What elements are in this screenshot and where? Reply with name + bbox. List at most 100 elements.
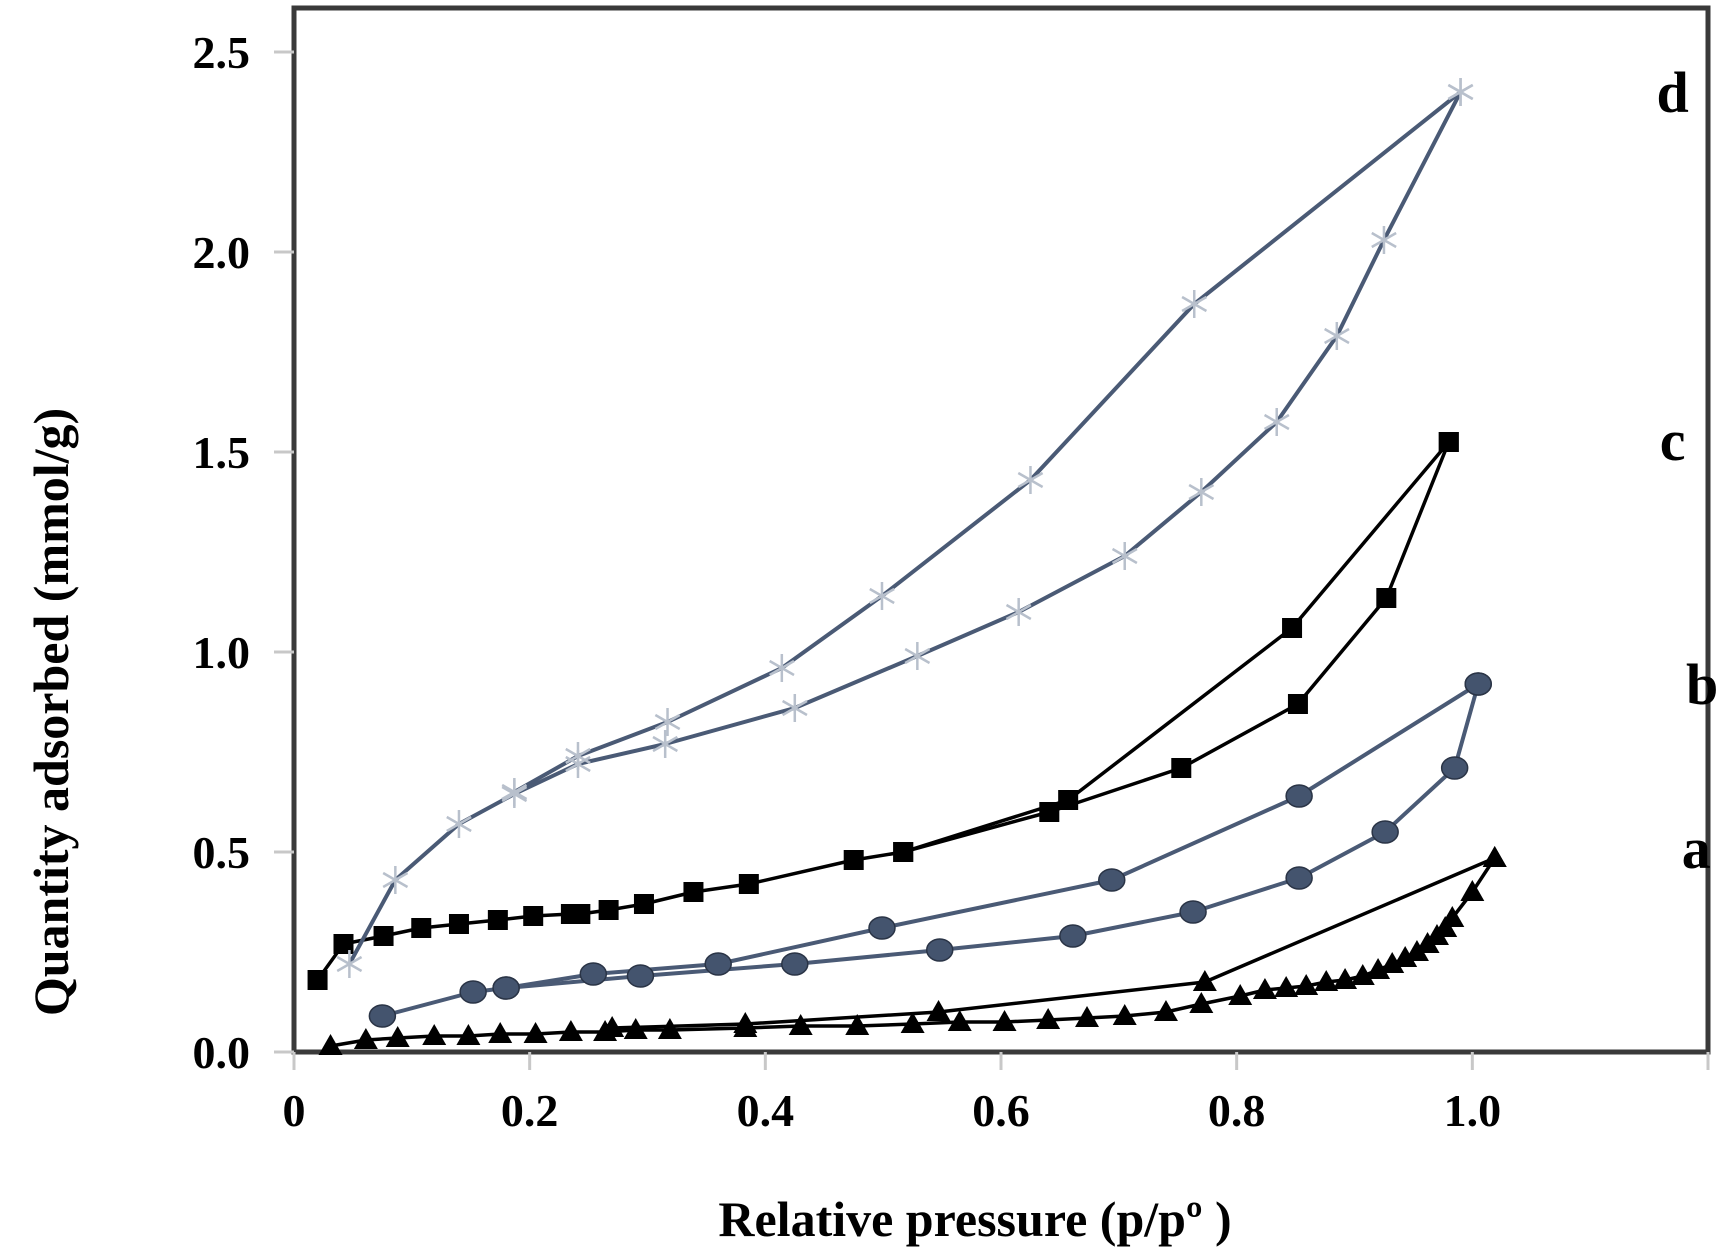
data-point-triangle xyxy=(1192,970,1217,991)
data-point-triangle xyxy=(422,1024,447,1045)
data-point-triangle xyxy=(845,1014,870,1035)
data-point-circle xyxy=(1098,868,1126,892)
data-point-triangle xyxy=(1333,968,1358,989)
data-point-triangle xyxy=(992,1010,1017,1031)
data-point-triangle xyxy=(523,1022,548,1043)
data-point-triangle xyxy=(385,1026,410,1047)
data-point-triangle xyxy=(1404,940,1429,961)
series-line-c-adsorption xyxy=(316,441,1451,982)
series-line-d-desorption xyxy=(513,90,1462,794)
data-point-triangle xyxy=(1482,846,1507,867)
data-point-square xyxy=(448,914,469,934)
data-point-circle xyxy=(579,962,608,986)
data-point-triangle xyxy=(488,1022,513,1043)
data-point-triangle xyxy=(353,1028,378,1049)
y-axis-title: Quantity adsorbed (mmol/g) xyxy=(23,408,79,1016)
y-tick-label: 1.0 xyxy=(193,627,251,678)
data-point-circle xyxy=(368,1004,397,1028)
x-axis-title: Relative pressure (p/pº ) xyxy=(718,1191,1231,1247)
data-point-triangle xyxy=(1440,906,1465,927)
data-point-triangle xyxy=(1314,970,1339,991)
data-point-asterisk xyxy=(565,742,591,770)
data-point-triangle xyxy=(788,1014,813,1035)
x-tick-label: 0.6 xyxy=(972,1085,1030,1136)
data-point-asterisk xyxy=(652,730,678,758)
data-point-asterisk xyxy=(336,950,363,978)
data-point-triangle xyxy=(456,1024,481,1045)
data-point-asterisk xyxy=(1324,322,1350,350)
data-point-triangle xyxy=(600,1016,625,1037)
series-a xyxy=(318,846,1507,1055)
data-point-circle xyxy=(492,976,520,1000)
data-point-triangle xyxy=(1274,976,1299,997)
data-point-circle xyxy=(459,980,487,1004)
series-line-b-adsorption xyxy=(381,683,1481,1018)
data-point-asterisk xyxy=(904,642,931,670)
x-tick-label: 0.8 xyxy=(1208,1085,1266,1136)
data-point-triangle xyxy=(1252,978,1277,999)
data-point-triangle xyxy=(1189,992,1214,1013)
data-point-circle xyxy=(925,938,954,962)
data-point-square xyxy=(683,882,704,902)
data-point-asterisk xyxy=(1447,78,1474,106)
data-point-asterisk xyxy=(1111,542,1138,570)
data-point-square xyxy=(1287,694,1308,714)
data-point-triangle xyxy=(947,1010,972,1031)
data-point-square xyxy=(487,910,508,930)
series-label-d: d xyxy=(1657,60,1689,125)
data-point-asterisk xyxy=(1181,290,1208,318)
data-point-asterisk xyxy=(1263,408,1290,436)
x-tick-label: 0 xyxy=(283,1085,306,1136)
data-point-circle xyxy=(1285,784,1313,808)
data-point-square xyxy=(843,850,864,870)
data-point-square xyxy=(1039,802,1060,822)
x-tick-label: 1.0 xyxy=(1444,1085,1502,1136)
series-label-c: c xyxy=(1660,408,1686,473)
data-point-square xyxy=(1376,588,1397,608)
data-point-triangle xyxy=(1228,984,1253,1005)
data-point-square xyxy=(738,874,759,894)
series-label-a: a xyxy=(1682,816,1711,881)
data-point-asterisk xyxy=(1188,478,1215,506)
data-point-circle xyxy=(1059,924,1087,948)
data-point-square xyxy=(1058,790,1079,810)
data-point-square xyxy=(373,926,394,946)
data-point-triangle xyxy=(318,1034,343,1055)
plot-frame xyxy=(291,5,1711,1055)
x-axis-ticks: 0 0.2 0.4 0.6 0.8 1.0 xyxy=(283,1052,1710,1136)
data-point-square xyxy=(1438,432,1459,452)
data-point-circle xyxy=(868,916,896,940)
y-tick-label: 0.5 xyxy=(193,827,251,878)
data-point-square xyxy=(333,934,354,954)
data-point-asterisk xyxy=(769,654,795,682)
data-point-triangle xyxy=(623,1018,648,1039)
data-point-triangle xyxy=(1366,958,1391,979)
data-point-circle xyxy=(1440,756,1469,780)
data-point-triangle xyxy=(1075,1006,1100,1027)
data-point-triangle xyxy=(733,1012,758,1033)
series-labels: a b c d xyxy=(1657,60,1719,881)
data-point-triangle xyxy=(1112,1004,1137,1025)
y-tick-label: 0.0 xyxy=(193,1027,251,1078)
data-point-square xyxy=(598,900,619,920)
data-point-square xyxy=(570,904,591,924)
series-d xyxy=(336,78,1474,978)
data-point-circle xyxy=(1179,900,1207,924)
data-point-triangle xyxy=(1036,1008,1061,1029)
data-point-triangle xyxy=(926,1000,951,1021)
data-point-asterisk xyxy=(1005,598,1032,626)
data-point-asterisk xyxy=(781,694,808,722)
data-point-triangle xyxy=(1153,1000,1178,1021)
data-point-triangle xyxy=(1393,946,1418,967)
data-point-asterisk xyxy=(446,810,472,838)
series-layer xyxy=(307,78,1507,1055)
series-label-b: b xyxy=(1686,652,1718,717)
data-point-square xyxy=(307,970,328,990)
series-b xyxy=(368,672,1492,1028)
data-point-triangle xyxy=(1294,974,1319,995)
data-point-asterisk xyxy=(382,866,409,894)
y-axis-ticks: 0.0 0.5 1.0 1.5 2.0 2.5 xyxy=(193,27,294,1078)
y-tick-label: 1.5 xyxy=(193,427,251,478)
data-point-triangle xyxy=(900,1012,925,1033)
